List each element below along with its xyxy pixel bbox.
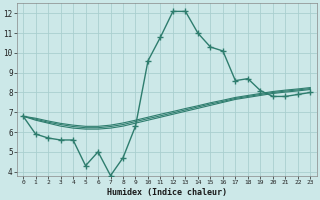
X-axis label: Humidex (Indice chaleur): Humidex (Indice chaleur) [107, 188, 227, 197]
